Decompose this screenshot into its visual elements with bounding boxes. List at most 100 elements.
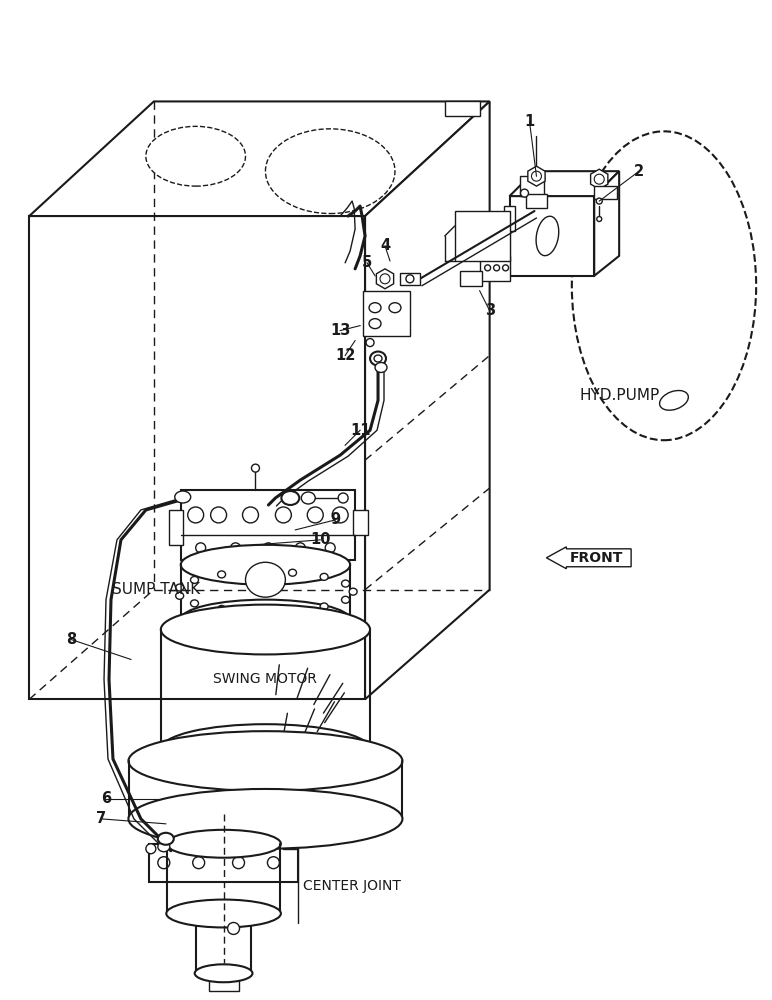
Polygon shape bbox=[400, 273, 420, 285]
Ellipse shape bbox=[406, 275, 414, 283]
Ellipse shape bbox=[161, 724, 370, 774]
Text: CENTER JOINT: CENTER JOINT bbox=[303, 879, 401, 893]
Polygon shape bbox=[195, 914, 252, 973]
Ellipse shape bbox=[338, 493, 348, 503]
Text: 12: 12 bbox=[335, 348, 355, 363]
Ellipse shape bbox=[176, 592, 184, 599]
Ellipse shape bbox=[263, 543, 273, 553]
Ellipse shape bbox=[536, 216, 559, 256]
Text: 7: 7 bbox=[96, 811, 106, 826]
Polygon shape bbox=[181, 490, 355, 560]
Ellipse shape bbox=[211, 507, 226, 523]
Ellipse shape bbox=[266, 129, 395, 214]
Ellipse shape bbox=[320, 603, 328, 610]
Ellipse shape bbox=[128, 789, 402, 849]
Ellipse shape bbox=[191, 600, 198, 607]
Polygon shape bbox=[29, 101, 489, 216]
Ellipse shape bbox=[195, 543, 205, 553]
Ellipse shape bbox=[193, 857, 205, 869]
Polygon shape bbox=[377, 269, 394, 289]
Ellipse shape bbox=[252, 608, 260, 615]
Polygon shape bbox=[503, 206, 514, 231]
Ellipse shape bbox=[572, 131, 756, 440]
Ellipse shape bbox=[181, 545, 350, 585]
Text: 8: 8 bbox=[66, 632, 76, 647]
Ellipse shape bbox=[503, 265, 509, 271]
Ellipse shape bbox=[231, 543, 241, 553]
Polygon shape bbox=[149, 844, 298, 882]
Ellipse shape bbox=[341, 580, 350, 587]
Ellipse shape bbox=[520, 189, 529, 197]
Polygon shape bbox=[591, 169, 608, 189]
Ellipse shape bbox=[349, 588, 357, 595]
Ellipse shape bbox=[252, 464, 259, 472]
Text: 3: 3 bbox=[485, 303, 495, 318]
Polygon shape bbox=[528, 166, 545, 186]
Ellipse shape bbox=[596, 198, 602, 204]
Polygon shape bbox=[208, 971, 239, 991]
Ellipse shape bbox=[174, 491, 191, 503]
Polygon shape bbox=[479, 256, 510, 281]
Polygon shape bbox=[594, 186, 617, 199]
Ellipse shape bbox=[146, 126, 245, 186]
Polygon shape bbox=[365, 101, 489, 699]
Ellipse shape bbox=[597, 217, 601, 222]
Ellipse shape bbox=[369, 303, 381, 313]
Polygon shape bbox=[527, 194, 547, 208]
Text: 2: 2 bbox=[634, 164, 644, 179]
Ellipse shape bbox=[289, 607, 296, 614]
Ellipse shape bbox=[228, 922, 239, 934]
Ellipse shape bbox=[389, 303, 401, 313]
Ellipse shape bbox=[166, 900, 281, 927]
Text: 11: 11 bbox=[350, 423, 371, 438]
Ellipse shape bbox=[375, 362, 387, 372]
Ellipse shape bbox=[281, 491, 300, 505]
Ellipse shape bbox=[195, 964, 252, 982]
Text: 5: 5 bbox=[362, 255, 372, 270]
Ellipse shape bbox=[341, 596, 350, 603]
Text: SWING MOTOR: SWING MOTOR bbox=[214, 672, 317, 686]
Ellipse shape bbox=[301, 492, 315, 504]
Text: SUMP TANK: SUMP TANK bbox=[112, 582, 200, 597]
Ellipse shape bbox=[485, 265, 491, 271]
Ellipse shape bbox=[659, 391, 689, 410]
Ellipse shape bbox=[176, 584, 184, 591]
Ellipse shape bbox=[366, 339, 374, 347]
Ellipse shape bbox=[307, 507, 323, 523]
Ellipse shape bbox=[181, 600, 350, 639]
Ellipse shape bbox=[157, 833, 174, 845]
Ellipse shape bbox=[289, 569, 296, 576]
Polygon shape bbox=[520, 176, 544, 196]
Ellipse shape bbox=[265, 746, 276, 758]
Ellipse shape bbox=[374, 355, 382, 362]
Ellipse shape bbox=[325, 543, 335, 553]
Text: 4: 4 bbox=[380, 238, 390, 253]
Ellipse shape bbox=[166, 830, 281, 858]
Polygon shape bbox=[510, 171, 619, 196]
Ellipse shape bbox=[188, 507, 204, 523]
Ellipse shape bbox=[296, 543, 305, 553]
Polygon shape bbox=[510, 196, 594, 276]
Ellipse shape bbox=[191, 576, 198, 583]
Ellipse shape bbox=[232, 857, 245, 869]
Text: 9: 9 bbox=[330, 512, 340, 527]
Polygon shape bbox=[455, 211, 510, 261]
Ellipse shape bbox=[157, 857, 170, 869]
Ellipse shape bbox=[267, 857, 279, 869]
Polygon shape bbox=[169, 510, 183, 545]
Text: 6: 6 bbox=[101, 791, 111, 806]
FancyArrow shape bbox=[547, 547, 631, 569]
Ellipse shape bbox=[370, 352, 386, 365]
Ellipse shape bbox=[218, 605, 225, 612]
Ellipse shape bbox=[146, 844, 156, 854]
Ellipse shape bbox=[242, 507, 259, 523]
Text: 13: 13 bbox=[330, 323, 350, 338]
Text: FRONT: FRONT bbox=[570, 551, 623, 565]
Polygon shape bbox=[460, 271, 482, 286]
Ellipse shape bbox=[161, 605, 370, 654]
Ellipse shape bbox=[369, 319, 381, 329]
Polygon shape bbox=[445, 101, 479, 116]
Ellipse shape bbox=[276, 507, 291, 523]
Text: HYD.PUMP: HYD.PUMP bbox=[579, 388, 659, 403]
Polygon shape bbox=[363, 291, 410, 336]
